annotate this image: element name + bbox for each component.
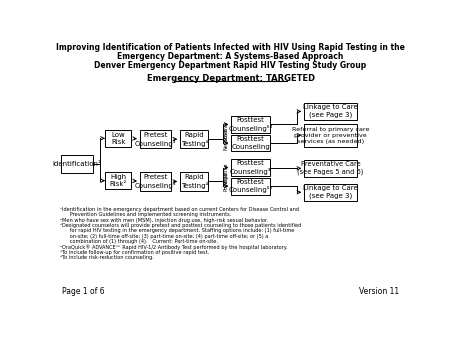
Text: ⁶To include risk-reduction counseling.: ⁶To include risk-reduction counseling. <box>60 256 154 260</box>
FancyBboxPatch shape <box>140 172 171 191</box>
FancyBboxPatch shape <box>140 130 171 148</box>
FancyBboxPatch shape <box>231 159 270 176</box>
FancyBboxPatch shape <box>105 130 131 147</box>
Text: Referral to primary care
provider or preventive
services (as needed): Referral to primary care provider or pre… <box>292 126 369 144</box>
Text: Posttest
Counseling³: Posttest Counseling³ <box>230 160 271 175</box>
FancyBboxPatch shape <box>231 135 270 151</box>
Text: ¹Identification in the emergency department based on current Centers for Disease: ¹Identification in the emergency departm… <box>60 207 299 212</box>
FancyBboxPatch shape <box>61 154 94 173</box>
Text: Posttest
Counseling⁵⁶: Posttest Counseling⁵⁶ <box>229 117 273 132</box>
Text: combination of (1) through (4).   Current: Part-time on-site.: combination of (1) through (4). Current:… <box>60 239 218 244</box>
FancyBboxPatch shape <box>231 178 270 195</box>
Text: Identification¹: Identification¹ <box>53 161 102 167</box>
Text: Posttest
Counseling⁵⁶: Posttest Counseling⁵⁶ <box>229 179 273 193</box>
Text: Posttest
Counseling: Posttest Counseling <box>231 136 270 150</box>
FancyBboxPatch shape <box>304 184 357 201</box>
Text: Rapid
Testing⁴: Rapid Testing⁴ <box>180 174 208 189</box>
Text: for rapid HIV testing in the emergency department. Staffing options include: (1): for rapid HIV testing in the emergency d… <box>60 228 294 234</box>
Text: Low
Risk: Low Risk <box>111 131 126 145</box>
Text: Improving Identification of Patients Infected with HIV Using Rapid Testing in th: Improving Identification of Patients Inf… <box>56 43 405 52</box>
Text: Positive: Positive <box>224 121 229 140</box>
Text: ³Designated counselors will provide pretest and posttest counseling to those pat: ³Designated counselors will provide pret… <box>60 223 302 228</box>
FancyBboxPatch shape <box>180 172 208 191</box>
Text: Negative: Negative <box>224 127 229 150</box>
Text: ²Men who have sex with men (MSM), injection drug use, high-risk sexual behavior.: ²Men who have sex with men (MSM), inject… <box>60 218 268 223</box>
FancyBboxPatch shape <box>180 130 208 148</box>
Text: Emergency Department: TARGETED: Emergency Department: TARGETED <box>147 74 315 83</box>
Text: on-site; (2) full-time off-site; (3) part-time on-site; (4) part-time off-site; : on-site; (2) full-time off-site; (3) par… <box>60 234 268 239</box>
Text: ⁵To include follow-up for confirmation of positive rapid test.: ⁵To include follow-up for confirmation o… <box>60 250 209 255</box>
Text: Linkage to Care
(see Page 3): Linkage to Care (see Page 3) <box>303 104 358 118</box>
Text: High
Risk²: High Risk² <box>109 174 127 188</box>
Text: Linkage to Care
(see Page 3): Linkage to Care (see Page 3) <box>303 185 358 199</box>
Text: Preventative Care
(see Pages 5 and 6): Preventative Care (see Pages 5 and 6) <box>297 161 364 175</box>
Text: Pretest
Counseling³: Pretest Counseling³ <box>135 132 176 146</box>
Text: Pretest
Counseling³: Pretest Counseling³ <box>135 174 176 189</box>
FancyBboxPatch shape <box>231 116 270 133</box>
Text: Denver Emergency Department Rapid HIV Testing Study Group: Denver Emergency Department Rapid HIV Te… <box>94 62 367 70</box>
FancyBboxPatch shape <box>105 172 131 189</box>
Text: Emergency Department: A Systems-Based Approach: Emergency Department: A Systems-Based Ap… <box>117 52 344 61</box>
Text: Rapid
Testing⁴: Rapid Testing⁴ <box>180 132 208 146</box>
Text: Positive: Positive <box>224 172 229 191</box>
FancyBboxPatch shape <box>304 124 357 147</box>
Text: Prevention Guidelines and implemented screening instruments.: Prevention Guidelines and implemented sc… <box>60 212 231 217</box>
FancyBboxPatch shape <box>304 103 357 120</box>
Text: Version 11: Version 11 <box>360 287 400 296</box>
Text: ⁴OraQuick® ADVANCE™ Rapid HIV-1/2 Antibody Test performed by the hospital labora: ⁴OraQuick® ADVANCE™ Rapid HIV-1/2 Antibo… <box>60 245 288 250</box>
FancyBboxPatch shape <box>304 160 357 177</box>
Text: Negative: Negative <box>224 163 229 185</box>
Text: Page 1 of 6: Page 1 of 6 <box>62 287 104 296</box>
